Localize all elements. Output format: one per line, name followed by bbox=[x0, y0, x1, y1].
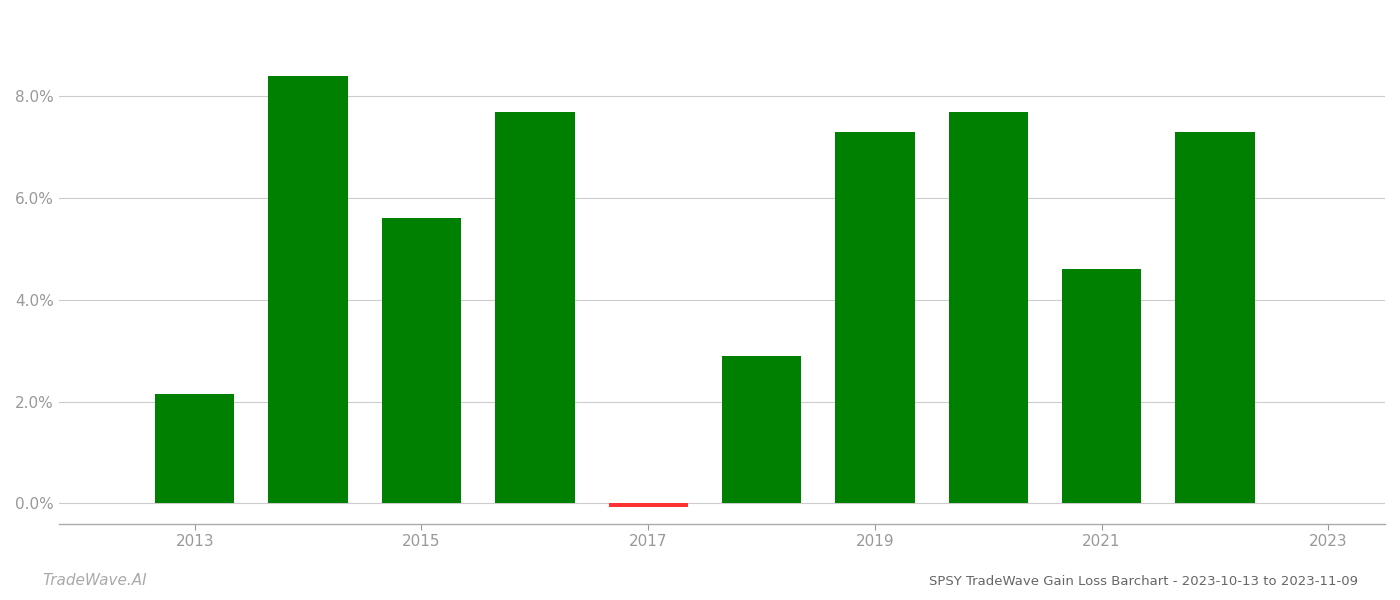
Bar bbox=[155, 394, 234, 503]
Bar bbox=[722, 356, 801, 503]
Bar bbox=[949, 112, 1028, 503]
Bar bbox=[269, 76, 347, 503]
Text: TradeWave.AI: TradeWave.AI bbox=[42, 573, 147, 588]
Bar bbox=[496, 112, 574, 503]
Bar bbox=[1175, 132, 1254, 503]
Bar bbox=[836, 132, 914, 503]
Bar bbox=[382, 218, 461, 503]
Bar bbox=[609, 503, 687, 508]
Bar bbox=[1063, 269, 1141, 503]
Text: SPSY TradeWave Gain Loss Barchart - 2023-10-13 to 2023-11-09: SPSY TradeWave Gain Loss Barchart - 2023… bbox=[930, 575, 1358, 588]
